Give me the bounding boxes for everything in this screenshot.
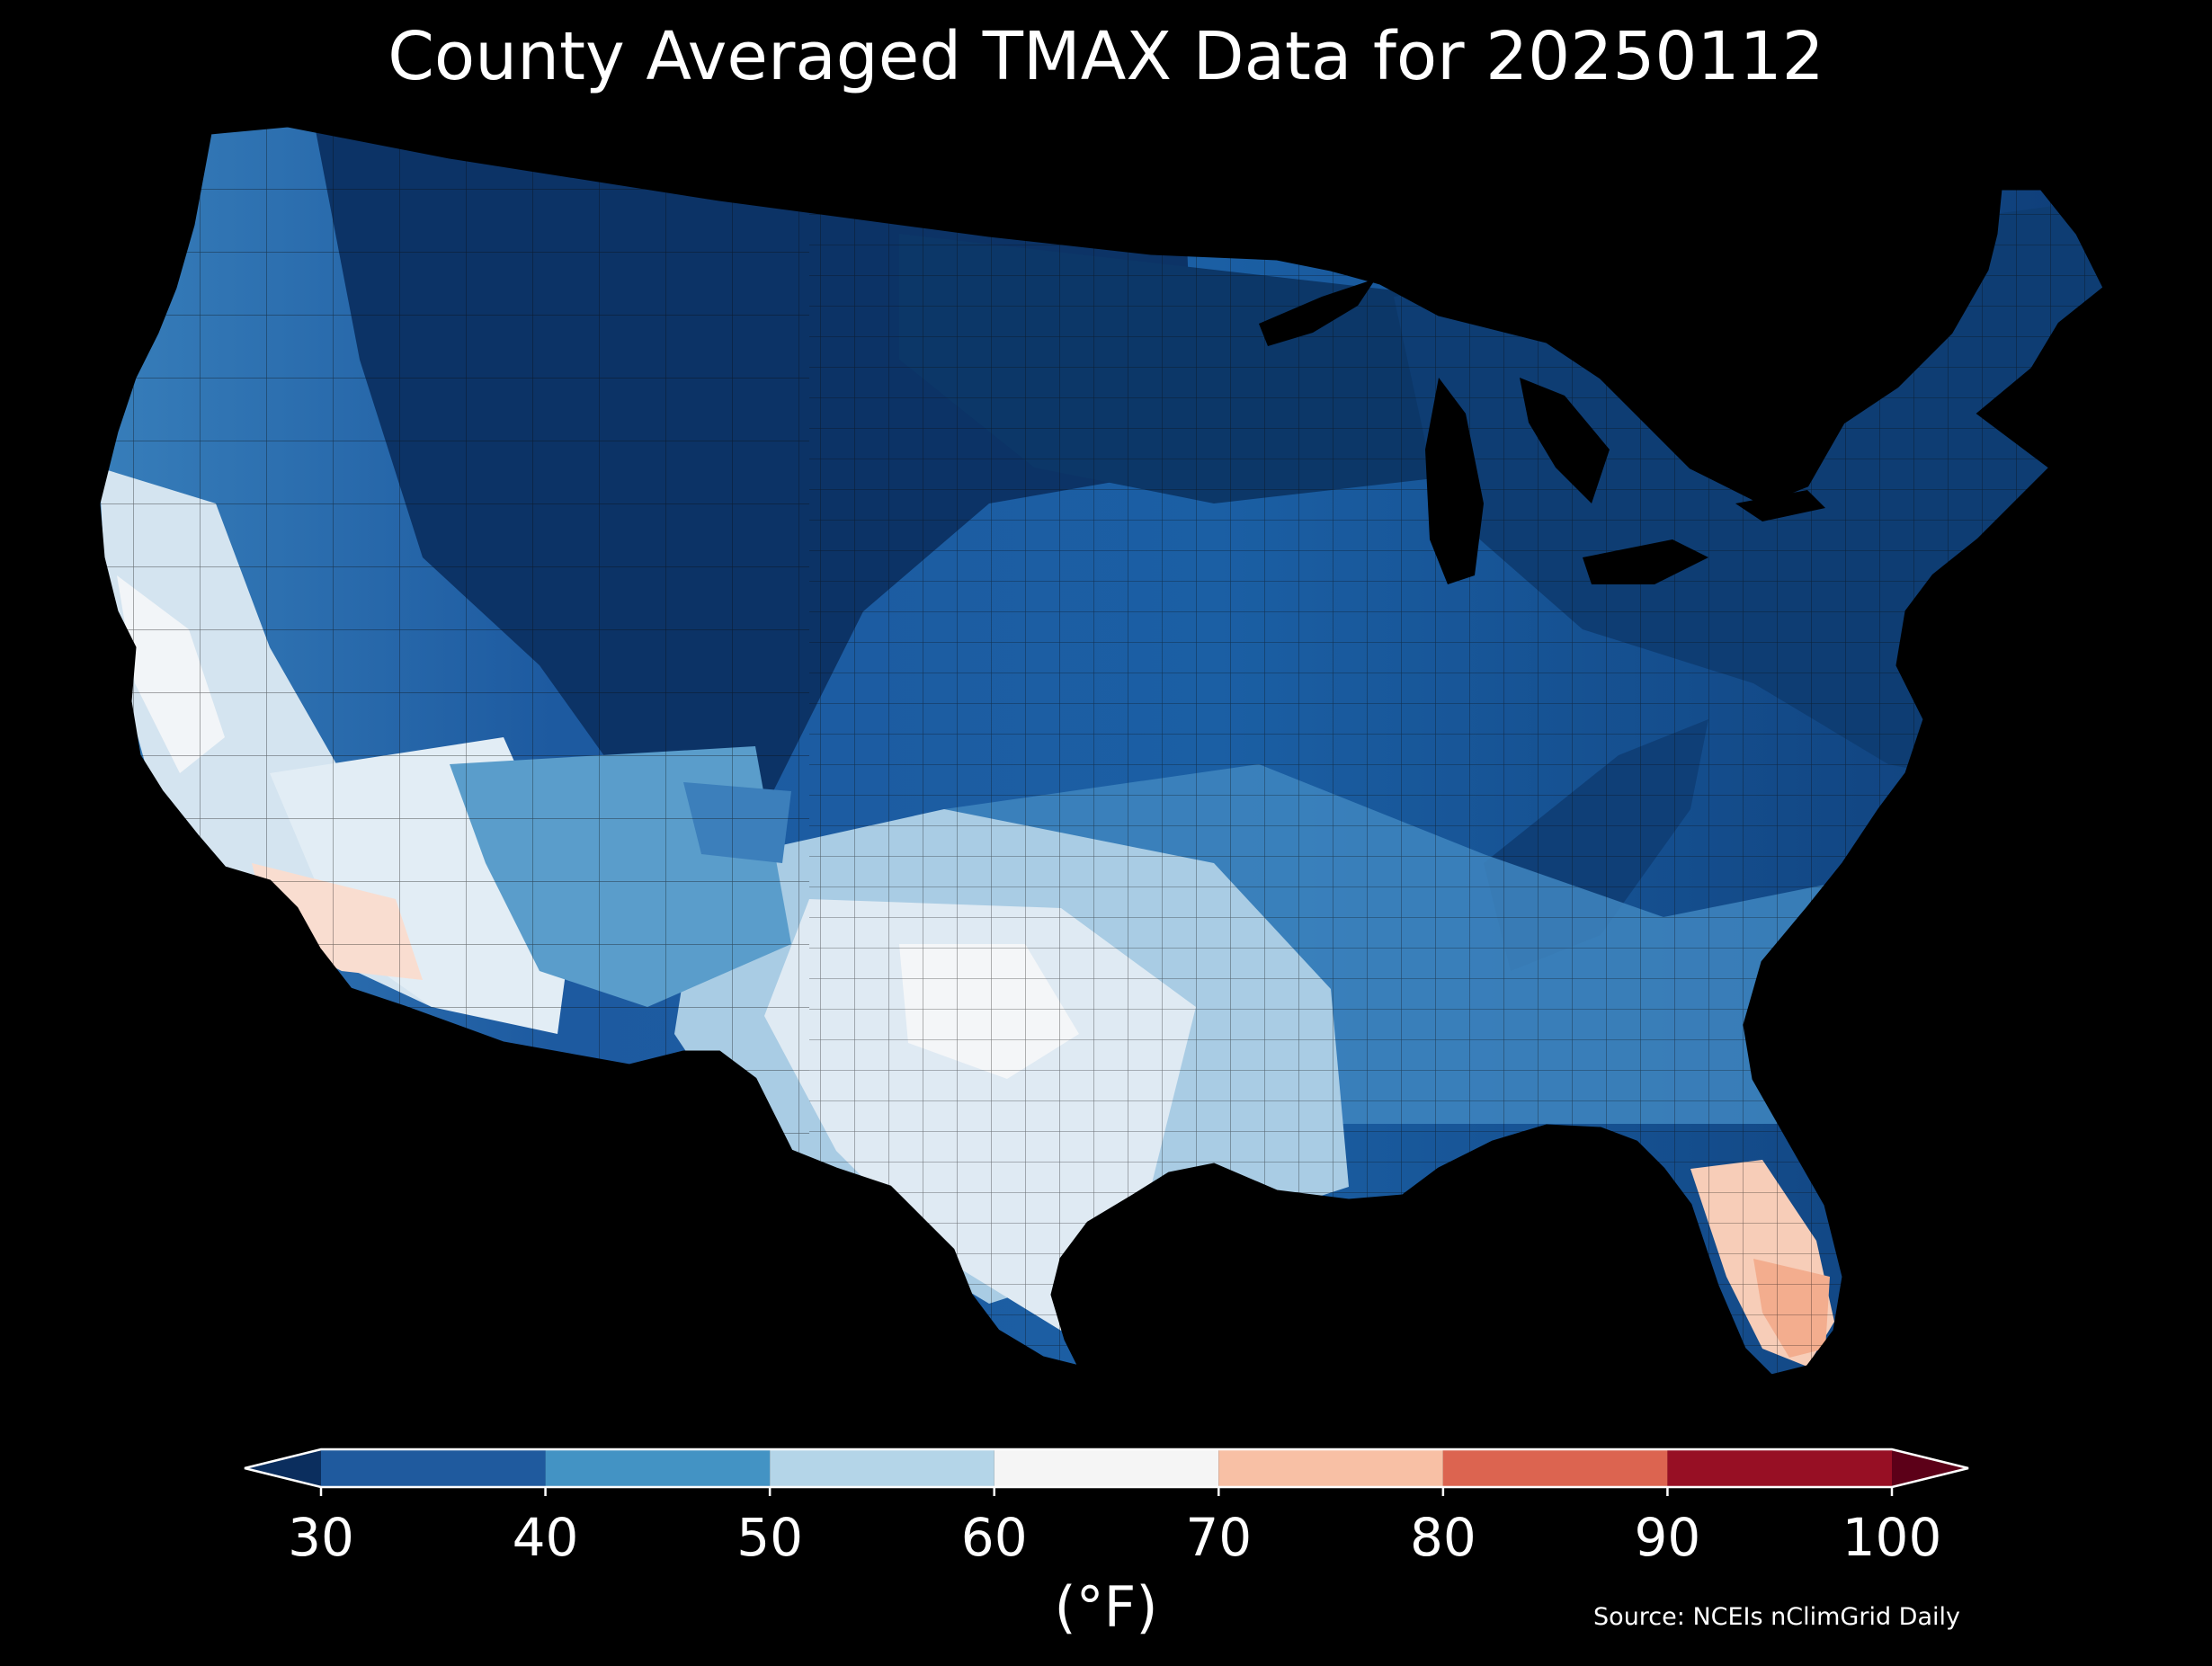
- colorbar-bin-3: [994, 1449, 1219, 1487]
- colorbar: 30 40 50 60 70 80 90 100: [244, 1448, 1969, 1568]
- colorbar-tick-label-4: 70: [1185, 1507, 1252, 1568]
- colorbar-tick-label-3: 60: [961, 1507, 1028, 1568]
- colorbar-tick-label-2: 50: [736, 1507, 803, 1568]
- colorbar-bin-1: [545, 1449, 771, 1487]
- colorbar-bin-4: [1218, 1449, 1443, 1487]
- great-lakes: [1259, 279, 1825, 584]
- colorbar-bin-0: [321, 1449, 546, 1487]
- colorbar-tick-label-1: 40: [513, 1507, 579, 1568]
- colorbar-extend-high: [1892, 1449, 1968, 1487]
- colorbar-tick-label-7: 100: [1842, 1507, 1942, 1568]
- source-credit: Source: NCEIs nClimGrid Daily: [1593, 1603, 1960, 1631]
- colorbar-tick-label-5: 80: [1410, 1507, 1476, 1568]
- colorbar-bin-6: [1667, 1449, 1892, 1487]
- map-title: County Averaged TMAX Data for 20250112: [388, 18, 1824, 95]
- colorbar-tick-label-6: 90: [1635, 1507, 1701, 1568]
- colorbar-bin-5: [1442, 1449, 1668, 1487]
- colorbar-unit-label: (°F): [1054, 1574, 1158, 1640]
- colorbar-extend-low: [245, 1449, 321, 1487]
- colorbar-tick-label-0: 30: [288, 1507, 354, 1568]
- colorbar-bin-2: [770, 1449, 995, 1487]
